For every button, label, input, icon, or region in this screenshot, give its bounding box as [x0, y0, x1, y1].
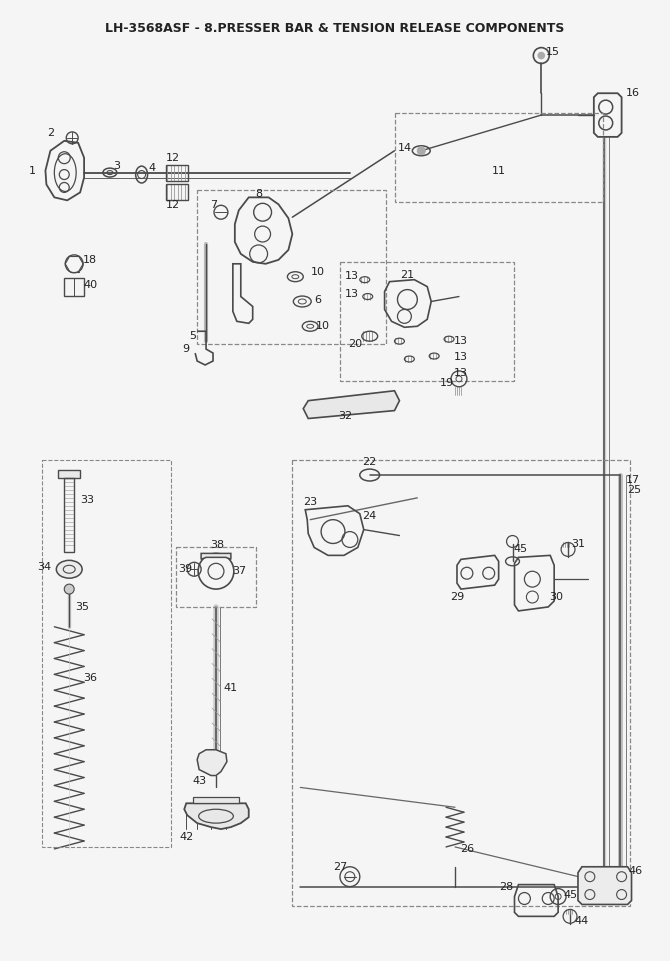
Polygon shape [197, 750, 227, 776]
Text: 25: 25 [627, 485, 642, 495]
Text: 21: 21 [401, 270, 415, 280]
Text: 4: 4 [148, 162, 155, 173]
Text: 34: 34 [38, 562, 52, 572]
Text: 41: 41 [224, 683, 238, 693]
Text: 10: 10 [316, 321, 330, 332]
Text: 13: 13 [345, 271, 359, 281]
Text: 31: 31 [571, 539, 585, 550]
Text: 13: 13 [454, 368, 468, 378]
Text: 38: 38 [210, 540, 224, 551]
Polygon shape [578, 867, 632, 904]
Text: 37: 37 [232, 566, 246, 577]
Text: 40: 40 [83, 280, 97, 289]
Text: LH-3568ASF - 8.PRESSER BAR & TENSION RELEASE COMPONENTS: LH-3568ASF - 8.PRESSER BAR & TENSION REL… [105, 22, 565, 35]
Bar [176, 548, 256, 607]
Bar [395, 113, 603, 203]
Text: 32: 32 [338, 410, 352, 421]
Text: 13: 13 [454, 352, 468, 362]
Text: 28: 28 [499, 881, 514, 892]
Text: 17: 17 [626, 475, 640, 485]
Bar [340, 261, 513, 381]
Text: 22: 22 [362, 457, 377, 467]
Text: 45: 45 [563, 890, 577, 899]
Bar [166, 185, 188, 200]
Text: 14: 14 [397, 143, 411, 153]
Text: 9: 9 [183, 344, 190, 354]
Circle shape [538, 53, 544, 59]
Text: 45: 45 [513, 545, 527, 554]
Bar [64, 278, 84, 296]
Bar [292, 460, 630, 906]
Text: 24: 24 [362, 510, 377, 521]
Text: 6: 6 [315, 294, 322, 305]
Text: 3: 3 [113, 160, 121, 171]
Text: 44: 44 [575, 917, 589, 926]
Text: 39: 39 [178, 564, 192, 575]
Text: 35: 35 [75, 602, 89, 612]
Text: 12: 12 [166, 200, 180, 210]
Bar [64, 478, 74, 553]
Ellipse shape [56, 560, 82, 579]
Text: 20: 20 [348, 339, 362, 349]
Bar [42, 460, 172, 847]
Text: 8: 8 [255, 189, 262, 199]
Text: 7: 7 [210, 200, 218, 210]
Text: 2: 2 [47, 128, 54, 138]
Text: 5: 5 [190, 332, 197, 341]
Text: 12: 12 [166, 153, 180, 162]
Text: 42: 42 [179, 832, 194, 842]
Polygon shape [184, 803, 249, 829]
Text: 33: 33 [80, 495, 94, 505]
Text: 10: 10 [311, 267, 325, 277]
Text: 18: 18 [83, 255, 97, 265]
Text: 16: 16 [626, 88, 639, 98]
Text: 46: 46 [628, 866, 643, 875]
Polygon shape [304, 391, 399, 419]
Text: 1: 1 [29, 165, 36, 176]
Text: 29: 29 [450, 592, 464, 602]
Polygon shape [193, 798, 239, 803]
Text: 15: 15 [546, 46, 560, 57]
Text: 26: 26 [460, 844, 474, 854]
Text: 43: 43 [192, 776, 206, 786]
Text: 27: 27 [333, 862, 347, 872]
Text: 13: 13 [345, 288, 359, 299]
Circle shape [64, 584, 74, 594]
Bar [166, 164, 188, 181]
Polygon shape [201, 554, 231, 559]
Bar [58, 470, 80, 478]
Text: 23: 23 [303, 497, 318, 506]
Text: 30: 30 [549, 592, 563, 602]
Text: 13: 13 [454, 336, 468, 346]
Text: 36: 36 [83, 674, 97, 683]
Text: 19: 19 [440, 378, 454, 388]
Text: 11: 11 [492, 165, 506, 176]
Bar [197, 190, 385, 344]
Circle shape [417, 147, 425, 155]
